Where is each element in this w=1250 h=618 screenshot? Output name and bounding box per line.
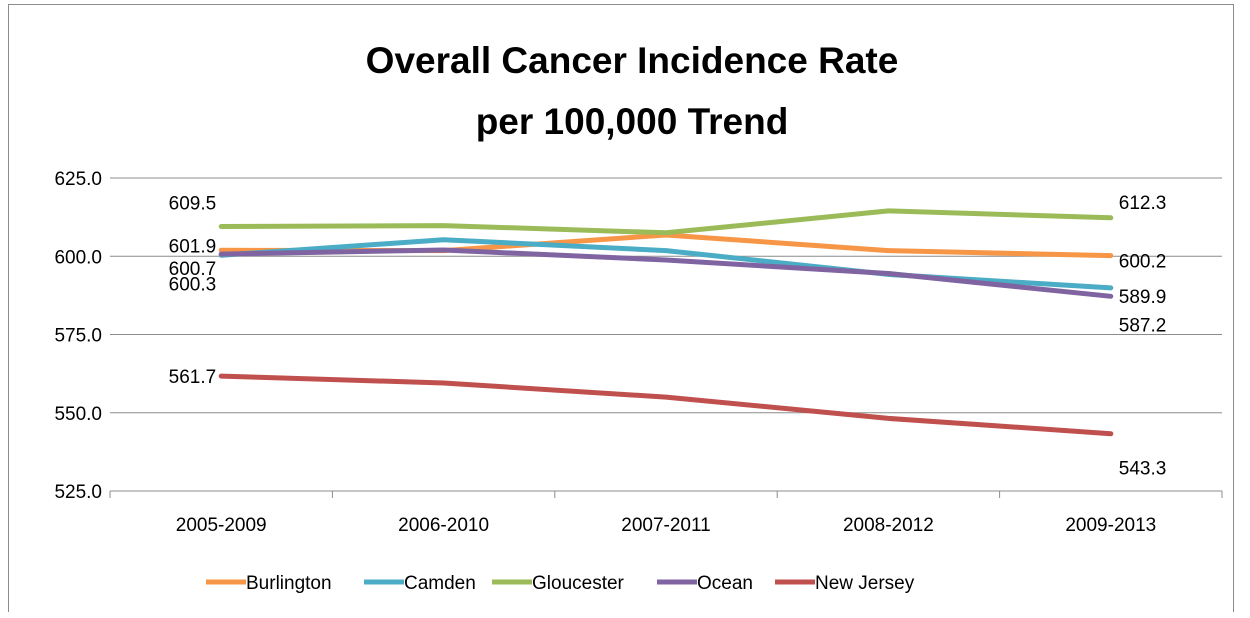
x-axis: 2005-2009 2006-2010 2007-2011 2008-2012 2009… bbox=[109, 490, 1223, 536]
data-label: 600.7 bbox=[169, 259, 217, 280]
legend-label: New Jersey bbox=[815, 573, 915, 594]
data-label: 561.7 bbox=[169, 367, 217, 388]
x-tick-label: 2008-2012 bbox=[843, 515, 934, 536]
y-axis-tick-labels: 525.0 550.0 575.0 600.0 625.0 bbox=[54, 169, 102, 503]
chart-title-line-2: per 100,000 Trend bbox=[476, 101, 789, 142]
data-label: 587.2 bbox=[1119, 315, 1167, 336]
x-tick-label: 2009-2013 bbox=[1065, 515, 1156, 536]
legend-label: Burlington bbox=[246, 573, 332, 594]
y-tick-label: 525.0 bbox=[54, 482, 102, 503]
series-lines bbox=[218, 208, 1114, 437]
x-tick-label: 2005-2009 bbox=[176, 515, 267, 536]
data-label: 612.3 bbox=[1119, 193, 1167, 214]
chart-title-line-1: Overall Cancer Incidence Rate bbox=[366, 40, 899, 81]
series-line-gloucester bbox=[218, 208, 1114, 236]
y-tick-label: 600.0 bbox=[54, 247, 102, 268]
data-label: 589.9 bbox=[1119, 287, 1167, 308]
y-tick-label: 625.0 bbox=[54, 169, 102, 190]
series-line-new-jersey bbox=[218, 373, 1114, 437]
data-label: 600.3 bbox=[169, 274, 217, 295]
legend-label: Gloucester bbox=[532, 573, 625, 594]
chart-frame bbox=[8, 4, 1234, 612]
x-tick-label: 2006-2010 bbox=[398, 515, 489, 536]
legend: Burlington Camden Gloucester Ocean New Jerse… bbox=[206, 573, 915, 594]
legend-label: Camden bbox=[404, 573, 476, 594]
series-line-ocean bbox=[218, 247, 1114, 299]
data-label: 609.5 bbox=[169, 194, 217, 215]
data-label: 543.3 bbox=[1119, 459, 1167, 480]
data-label: 601.9 bbox=[169, 236, 217, 257]
x-tick-label: 2007-2011 bbox=[621, 515, 710, 536]
legend-label: Ocean bbox=[697, 573, 753, 594]
data-label: 600.2 bbox=[1119, 252, 1167, 273]
y-tick-label: 550.0 bbox=[54, 404, 102, 425]
y-tick-label: 575.0 bbox=[54, 326, 102, 347]
